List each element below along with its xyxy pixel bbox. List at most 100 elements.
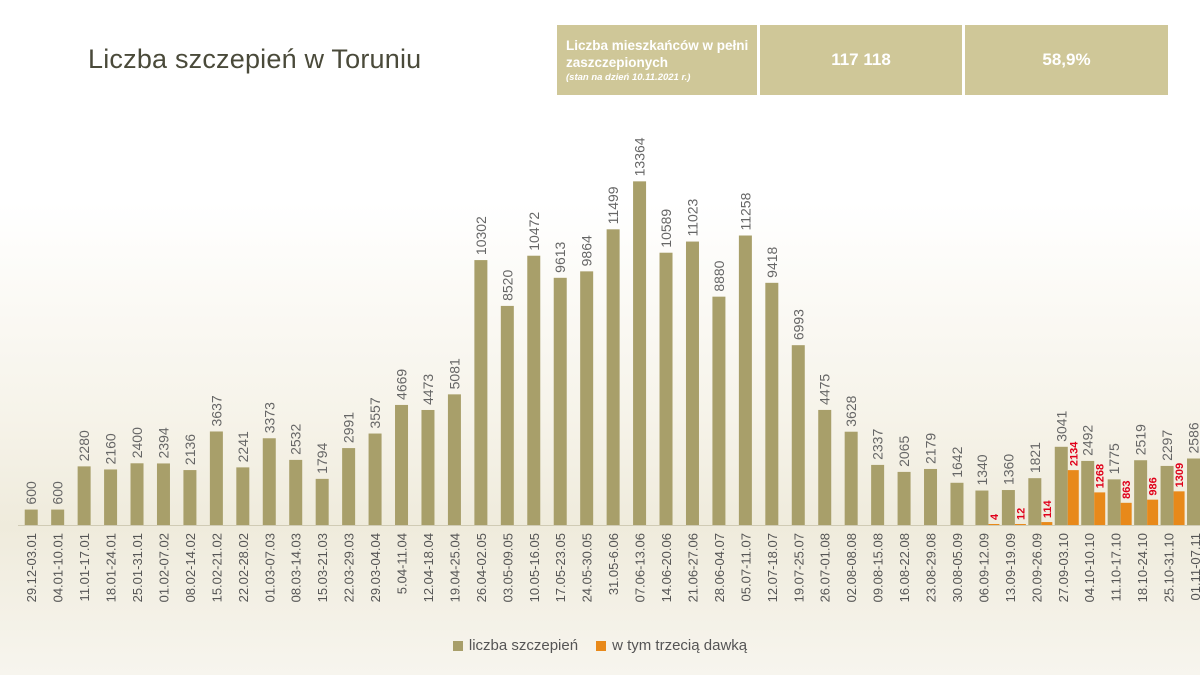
bar-third-dose <box>1173 491 1185 525</box>
bar-primary <box>236 467 250 525</box>
bar-value-label: 1821 <box>1027 442 1043 473</box>
third-dose-value-label: 12 <box>1015 508 1027 520</box>
bar-primary <box>1107 479 1121 525</box>
bar-third-dose <box>1094 492 1106 525</box>
bar-value-label: 600 <box>23 481 39 505</box>
bar-value-label: 9418 <box>764 246 780 277</box>
bar-primary <box>527 255 541 525</box>
bar-value-label: 3637 <box>208 395 224 426</box>
bar-primary <box>1187 458 1200 525</box>
bar-value-label: 2492 <box>1080 425 1096 456</box>
bar-value-label: 2519 <box>1133 424 1149 455</box>
category-label: 19.04-25.04 <box>447 533 462 602</box>
bar-value-label: 5081 <box>446 358 462 389</box>
bar-value-label: 2532 <box>288 424 304 455</box>
bar-value-label: 1794 <box>314 443 330 474</box>
bar-value-label: 6993 <box>790 309 806 340</box>
bar-primary <box>183 470 197 525</box>
category-label: 30.08-05.09 <box>950 533 965 602</box>
info-percent: 58,9% <box>965 25 1168 95</box>
legend-item-primary: liczba szczepień <box>452 637 578 654</box>
third-dose-value-label: 2134 <box>1068 441 1080 466</box>
third-dose-value-label: 1309 <box>1174 463 1186 487</box>
category-label: 12.07-18.07 <box>765 533 780 602</box>
bar-value-label: 600 <box>50 481 66 505</box>
bar-value-label: 4475 <box>817 374 833 405</box>
bar-primary <box>1134 460 1148 525</box>
legend: liczba szczepień w tym trzecią dawką <box>0 637 1200 654</box>
bar-primary <box>262 438 276 525</box>
bar-third-dose <box>1120 502 1132 525</box>
category-label: 29.12-03.01 <box>24 533 39 602</box>
bar-primary <box>633 181 647 525</box>
bar-primary <box>606 229 620 525</box>
bar-primary <box>553 277 567 525</box>
category-label: 10.05-16.05 <box>527 533 542 602</box>
bar-value-label: 2136 <box>182 434 198 465</box>
bar-value-label: 4473 <box>420 374 436 405</box>
bar-value-label: 13364 <box>632 137 648 176</box>
bar-value-label: 9613 <box>552 241 568 272</box>
bar-primary <box>924 468 938 525</box>
bar-value-label: 3557 <box>367 397 383 428</box>
category-label: 17.05-23.05 <box>553 533 568 602</box>
bar-value-label: 2991 <box>341 412 357 443</box>
bar-value-label: 10302 <box>473 216 489 255</box>
category-label: 25.10-31.10 <box>1162 533 1177 602</box>
bar-value-label: 1642 <box>949 446 965 477</box>
bar-primary <box>950 482 964 525</box>
category-label: 5.04-11.04 <box>395 533 410 594</box>
category-label: 04.01-10.01 <box>51 533 66 602</box>
category-label: 20.09-26.09 <box>1029 533 1044 602</box>
category-label: 16.08-22.08 <box>897 533 912 602</box>
third-dose-value-label: 114 <box>1042 499 1054 518</box>
bar-primary <box>51 509 65 525</box>
category-label: 28.06-04.07 <box>712 533 727 602</box>
bar-value-label: 9864 <box>579 235 595 266</box>
bar-value-label: 10472 <box>526 212 542 251</box>
bar-third-dose <box>988 524 1000 525</box>
bar-value-label: 2400 <box>129 427 145 458</box>
bar-value-label: 2160 <box>103 433 119 464</box>
bar-value-label: 2065 <box>896 436 912 467</box>
category-label: 22.03-29.03 <box>342 533 357 602</box>
bar-primary <box>580 271 594 525</box>
info-box: Liczba mieszkańców w pełni zaszczepionyc… <box>557 25 1168 95</box>
third-dose-value-label: 1268 <box>1095 464 1107 488</box>
bar-primary <box>738 235 752 525</box>
bar-value-label: 2297 <box>1159 430 1175 461</box>
bar-primary <box>500 305 514 525</box>
category-label: 08.03-14.03 <box>289 533 304 602</box>
category-label: 01.11-07.11 <box>1188 533 1200 600</box>
bar-primary <box>1001 490 1015 525</box>
category-label: 21.06-27.06 <box>685 533 700 602</box>
category-label: 24.05-30.05 <box>580 533 595 602</box>
category-label: 11.01-17.01 <box>77 533 92 601</box>
info-label: Liczba mieszkańców w pełni zaszczepionyc… <box>566 37 749 70</box>
category-label: 18.10-24.10 <box>1135 533 1150 602</box>
bar-value-label: 11023 <box>684 198 700 236</box>
bar-primary <box>659 252 673 525</box>
category-label: 01.02-07.02 <box>156 533 171 602</box>
bar-primary <box>342 448 356 525</box>
bar-primary <box>1081 460 1095 525</box>
bar-value-label: 1360 <box>1000 454 1016 485</box>
bar-value-label: 11258 <box>737 192 753 230</box>
category-label: 03.05-09.05 <box>500 533 515 602</box>
bar-primary <box>791 345 805 525</box>
category-label: 29.03-04.04 <box>368 533 383 602</box>
bar-primary <box>104 469 118 525</box>
bar-primary <box>315 478 329 525</box>
bar-value-label: 2179 <box>923 433 939 464</box>
category-label: 18.01-24.01 <box>104 533 119 602</box>
bar-primary <box>712 296 726 525</box>
bar-primary <box>765 282 779 525</box>
bar-primary <box>130 463 144 525</box>
bar-third-dose <box>1041 522 1053 525</box>
legend-item-third-dose: w tym trzecią dawką <box>596 637 747 654</box>
bar-primary <box>289 459 303 525</box>
bar-primary <box>844 431 858 525</box>
legend-swatch-third-dose <box>596 640 607 651</box>
category-label: 07.06-13.06 <box>633 533 648 602</box>
bar-primary <box>818 409 832 525</box>
